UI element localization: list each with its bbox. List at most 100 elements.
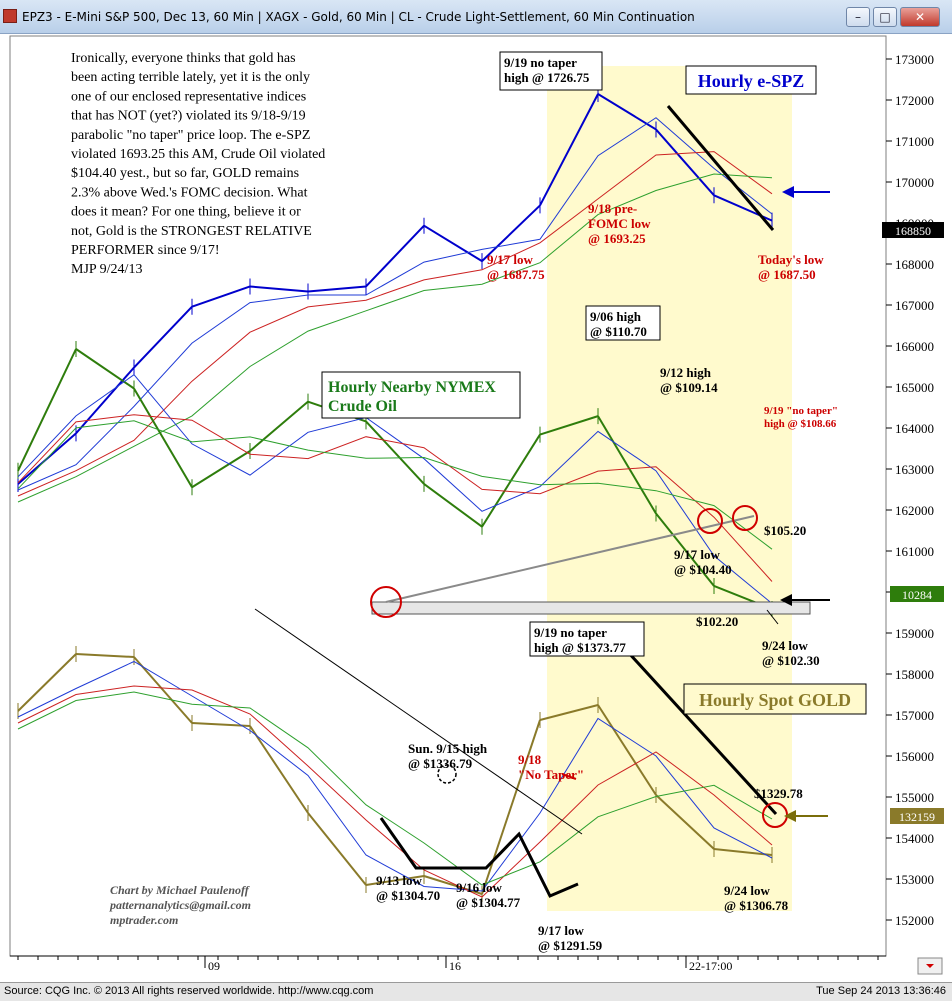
gold-price-segment bbox=[481, 719, 541, 895]
annotation-line: @ $1304.70 bbox=[376, 888, 440, 903]
gold-downtrend-line bbox=[625, 649, 778, 816]
crude-moving-average bbox=[17, 374, 773, 604]
crude-price-badge-text: 10284 bbox=[902, 588, 932, 602]
y-tick-label: 166000 bbox=[895, 339, 934, 354]
y-tick-label: 157000 bbox=[895, 708, 934, 723]
commentary-line: Ironically, everyone thinks that gold ha… bbox=[71, 51, 296, 66]
gold-price-badge-text: 132159 bbox=[899, 810, 935, 824]
annotation-box bbox=[529, 621, 645, 657]
crude-price-segment bbox=[191, 450, 251, 489]
annotation-line: $102.20 bbox=[696, 614, 738, 629]
gold-arrow-icon bbox=[784, 810, 828, 822]
crude-moving-average bbox=[17, 420, 773, 550]
gold-price-segment bbox=[249, 725, 309, 814]
annotation-line: @ $1304.77 bbox=[456, 895, 521, 910]
crude-price-segment bbox=[365, 420, 425, 485]
scroll-right-icon[interactable] bbox=[917, 957, 943, 975]
y-tick-label: 152000 bbox=[895, 913, 934, 928]
annotation-line: @ 1693.25 bbox=[588, 231, 646, 246]
commentary-line: not, Gold is the STRONGEST RELATIVE bbox=[71, 224, 312, 239]
annotation-line: FOMC low bbox=[588, 216, 651, 231]
annotation-line: @ $109.14 bbox=[660, 380, 718, 395]
annotation-line: 9/19 no taper bbox=[504, 55, 577, 70]
commentary-line: parabolic "no taper" price loop. The e-S… bbox=[71, 128, 310, 143]
gold-price-segment bbox=[191, 722, 251, 727]
commentary-line: violated 1693.25 this AM, Crude Oil viol… bbox=[71, 147, 325, 162]
gold-price-segment bbox=[713, 848, 773, 856]
crude-panel-label: Hourly Nearby NYMEX Crude Oil bbox=[321, 371, 521, 419]
commentary-line: $104.40 yest., but so far, GOLD remains bbox=[71, 166, 299, 181]
chart-svg: 1730001720001710001700001690001680001670… bbox=[0, 34, 952, 978]
crude-price-segment bbox=[17, 348, 77, 472]
no-taper-mark bbox=[561, 773, 577, 780]
gold-price-segment bbox=[17, 653, 77, 712]
spz-panel-label-text: Hourly e-SPZ bbox=[698, 71, 805, 91]
crude-low-pointer bbox=[766, 609, 779, 625]
annotation-line: high @ $108.66 bbox=[764, 418, 837, 430]
y-tick-label: 167000 bbox=[895, 298, 934, 313]
commentary-text: Ironically, everyone thinks that gold ha… bbox=[71, 51, 325, 277]
y-tick-label: 154000 bbox=[895, 831, 934, 846]
gold-price-segment bbox=[597, 704, 657, 796]
gold-price-segment bbox=[365, 875, 425, 886]
spz-moving-average bbox=[17, 117, 773, 491]
annotation-line: 9/24 low bbox=[724, 883, 770, 898]
gold-price-segment bbox=[307, 812, 367, 886]
crude-arrow-icon bbox=[780, 594, 830, 606]
spz-panel-label: Hourly e-SPZ bbox=[685, 65, 817, 95]
annotation-line: $105.20 bbox=[764, 523, 806, 538]
y-tick-label: 155000 bbox=[895, 790, 934, 805]
annotation-line: Sun. 9/15 high bbox=[408, 741, 488, 756]
gold-moving-average bbox=[17, 691, 773, 886]
x-tick-label: 09 bbox=[208, 959, 220, 973]
chart-credits: Chart by Michael Paulenoffpatternanalyti… bbox=[109, 883, 251, 927]
restore-button[interactable]: □ bbox=[873, 7, 897, 27]
crude-moving-average bbox=[17, 414, 773, 582]
gold-price-segment bbox=[75, 653, 135, 658]
close-button[interactable]: ✕ bbox=[900, 7, 940, 27]
footer-timestamp: Tue Sep 24 2013 13:36:46 bbox=[816, 985, 946, 997]
annotation-line: @ $1336.79 bbox=[408, 756, 473, 771]
gold-panel-label: Hourly Spot GOLD bbox=[683, 683, 867, 715]
annotation-line: high @ $1373.77 bbox=[534, 640, 626, 655]
annotation-line: @ $110.70 bbox=[590, 324, 647, 339]
gold-moving-average bbox=[17, 685, 773, 898]
y-tick-label: 156000 bbox=[895, 749, 934, 764]
crude-low-circle bbox=[370, 586, 402, 618]
gold-panel-label-text: Hourly Spot GOLD bbox=[699, 690, 851, 710]
spz-price-segment bbox=[365, 224, 425, 288]
spz-moving-average bbox=[17, 173, 773, 503]
crude-panel-label-line-1: Hourly Nearby NYMEX bbox=[328, 379, 496, 396]
y-tick-label: 168000 bbox=[895, 257, 934, 272]
crude-price-segment bbox=[539, 415, 599, 436]
crude-price-segment bbox=[423, 483, 483, 528]
minimize-button[interactable]: – bbox=[846, 7, 870, 27]
spz-price-segment bbox=[655, 128, 715, 196]
crude-price-segment bbox=[655, 512, 715, 587]
x-tick-label: 16 bbox=[449, 959, 461, 973]
app-icon bbox=[3, 9, 17, 23]
annotation-line: high @ 1726.75 bbox=[504, 70, 590, 85]
spz-downtrend-line bbox=[666, 105, 775, 231]
crude-price-badge: 10284 bbox=[890, 586, 944, 602]
window-titlebar: EPZ3 - E-Mini S&P 500, Dec 13, 60 Min | … bbox=[0, 0, 952, 34]
spz-price-segment bbox=[75, 366, 135, 435]
gold-price-badge: 132159 bbox=[890, 808, 944, 824]
credit-line: patternanalytics@gmail.com bbox=[109, 898, 251, 912]
y-tick-label: 158000 bbox=[895, 667, 934, 682]
gold-trendline bbox=[254, 608, 583, 835]
y-tick-label: 164000 bbox=[895, 421, 934, 436]
gold-price-segment bbox=[655, 794, 715, 850]
highlight-band bbox=[547, 66, 792, 911]
spz-arrow-icon bbox=[782, 186, 830, 198]
credit-line: Chart by Michael Paulenoff bbox=[110, 883, 250, 897]
gold-sunday-high-circle bbox=[437, 764, 457, 784]
annotation-line: $1329.78 bbox=[754, 786, 803, 801]
commentary-line: PERFORMER since 9/17! bbox=[71, 243, 220, 258]
annotation-line: 9/17 low bbox=[487, 252, 533, 267]
spz-price-segment bbox=[133, 306, 193, 369]
gold-zigzag bbox=[379, 817, 579, 898]
annotation-box bbox=[499, 51, 603, 91]
annotation-line: 9/13 low bbox=[376, 873, 422, 888]
spz-price-segment bbox=[249, 285, 309, 293]
